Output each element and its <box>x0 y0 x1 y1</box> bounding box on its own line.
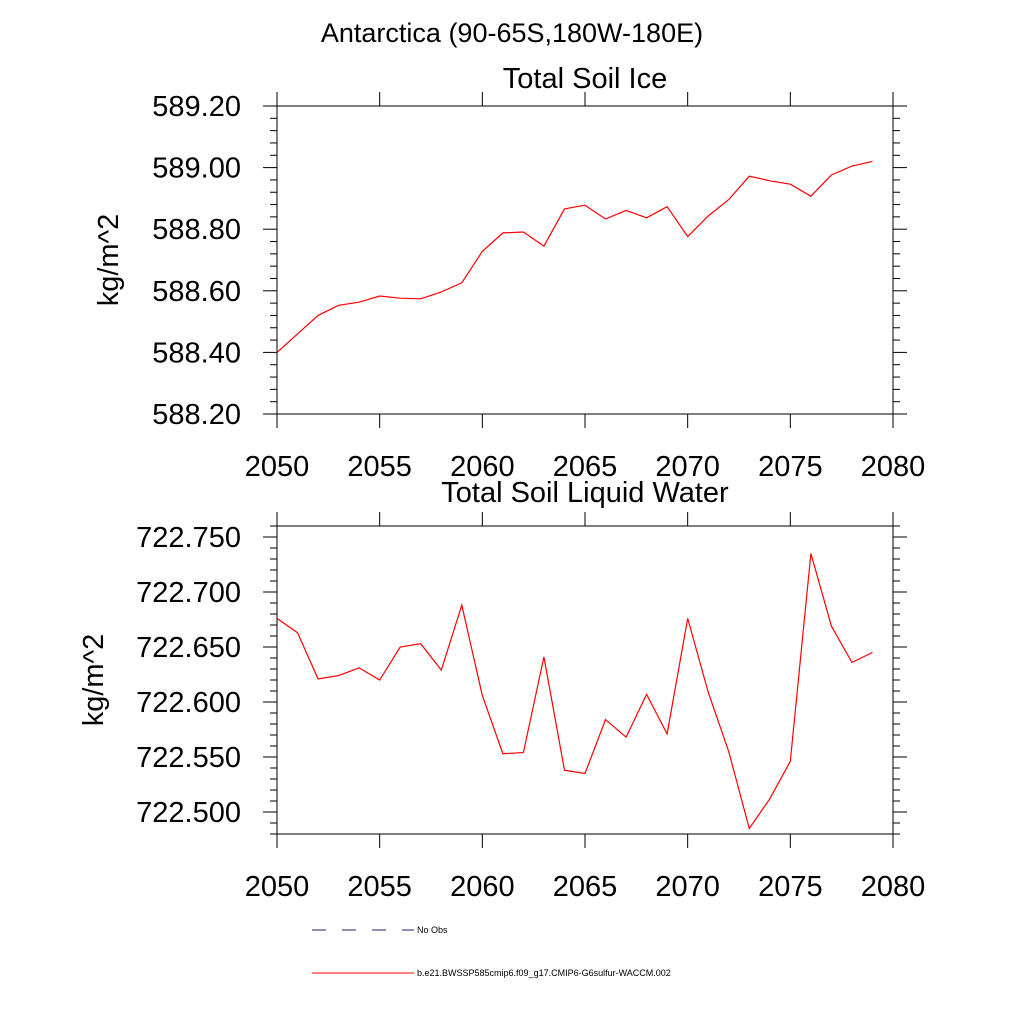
plot-frame <box>276 105 894 415</box>
panel-total-soil-liquid-water: Total Soil Liquid Water kg/m^2 2050 2055 206… <box>78 477 925 903</box>
x-tick-label: 2065 <box>553 451 618 483</box>
legend-label-model-run: b.e21.BWSSP585cmip6.f09_g17.CMIP6-G6sulf… <box>417 968 671 978</box>
y-tick-label: 722.600 <box>136 687 241 719</box>
y-tick-label: 722.700 <box>136 577 241 609</box>
x-tick-label: 2075 <box>758 871 823 903</box>
plot-frame <box>276 525 894 835</box>
x-tick-label: 2070 <box>655 871 720 903</box>
x-tick-label: 2075 <box>758 451 823 483</box>
x-tick-label: 2080 <box>861 451 926 483</box>
series-line <box>276 553 873 830</box>
y-tick-label: 722.750 <box>136 522 241 554</box>
x-tick-label: 2070 <box>655 451 720 483</box>
x-tick-label: 2055 <box>347 871 412 903</box>
legend: No Obs b.e21.BWSSP585cmip6.f09_g17.CMIP6… <box>312 925 671 978</box>
x-tick-label: 2060 <box>450 871 515 903</box>
x-tick-label: 2050 <box>245 451 310 483</box>
y-tick-label: 589.00 <box>152 153 241 185</box>
y-axis-title: kg/m^2 <box>93 214 125 307</box>
series-line <box>276 160 873 353</box>
panel-total-soil-ice: Total Soil Ice kg/m^2 2050 2055 2060 2065 2070… <box>93 63 925 483</box>
x-tick-label: 2060 <box>450 451 515 483</box>
x-tick-label: 2065 <box>553 871 618 903</box>
x-tick-label: 2055 <box>347 451 412 483</box>
figure-title: Antarctica (90-65S,180W-180E) <box>321 18 703 48</box>
y-tick-label: 722.550 <box>136 742 241 774</box>
y-tick-label: 588.80 <box>152 214 241 246</box>
x-tick-label: 2080 <box>861 871 926 903</box>
y-axis-title: kg/m^2 <box>78 634 110 727</box>
y-tick-label: 722.500 <box>136 797 241 829</box>
y-tick-label: 588.20 <box>152 399 241 431</box>
panel-title: Total Soil Liquid Water <box>441 477 729 509</box>
legend-label-no-obs: No Obs <box>417 925 448 935</box>
panel-title: Total Soil Ice <box>503 63 667 95</box>
y-tick-label: 722.650 <box>136 632 241 664</box>
y-tick-label: 588.40 <box>152 337 241 369</box>
y-tick-label: 589.20 <box>152 91 241 123</box>
x-tick-label: 2050 <box>245 871 310 903</box>
y-tick-label: 588.60 <box>152 276 241 308</box>
